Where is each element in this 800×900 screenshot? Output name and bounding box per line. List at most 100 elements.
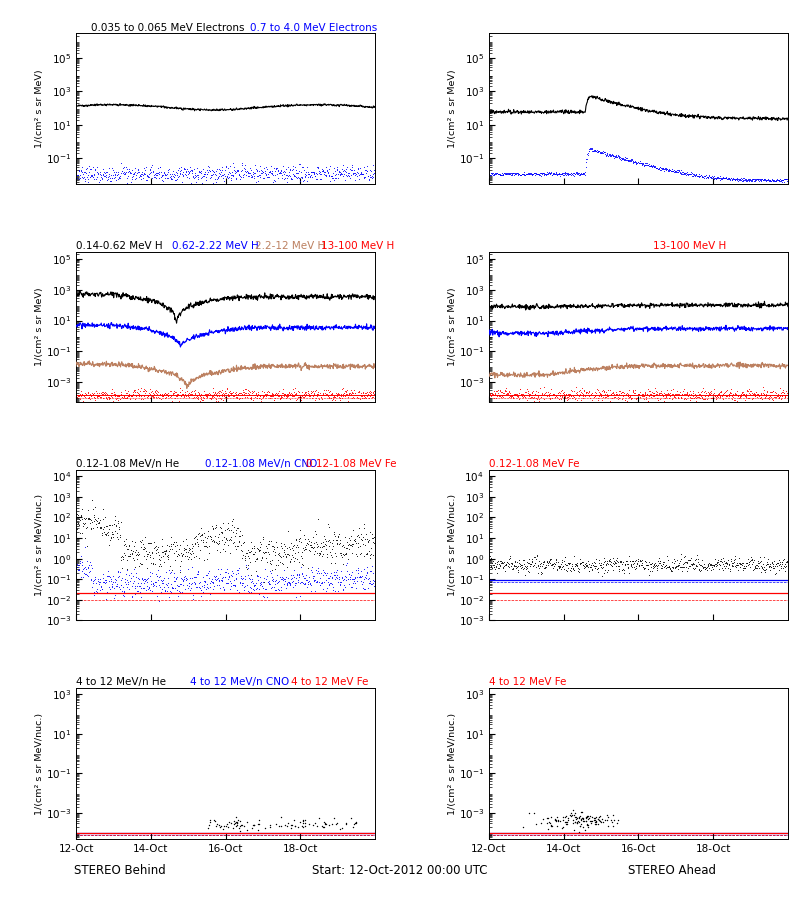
Point [654,554,667,568]
Point [187,588,200,602]
Point [511,559,524,573]
Point [282,571,294,585]
Point [701,170,714,184]
Point [637,560,650,574]
Point [543,815,556,830]
Point [179,571,192,585]
Point [781,554,794,568]
Point [246,818,259,832]
Point [556,166,569,181]
Point [781,559,794,573]
Point [514,561,527,575]
Point [231,521,244,535]
Point [358,159,370,174]
Point [182,389,194,403]
Point [280,392,293,406]
Point [310,575,322,590]
Point [341,541,354,555]
Point [714,384,727,399]
Point [220,170,233,184]
Point [222,170,235,184]
Text: STEREO Ahead: STEREO Ahead [628,864,716,877]
Point [221,562,234,576]
Point [342,394,354,409]
Point [270,388,283,402]
Point [659,390,672,404]
Point [692,390,705,404]
Point [126,172,138,186]
Point [581,558,594,572]
Point [558,166,571,181]
Point [649,555,662,570]
Point [607,554,620,569]
Point [242,382,255,397]
Point [185,166,198,180]
Point [286,548,298,562]
Point [102,569,115,583]
Point [176,165,189,179]
Point [112,521,125,535]
Point [583,141,596,156]
Point [623,554,636,569]
Point [583,556,596,571]
Point [640,557,653,572]
Point [74,167,86,182]
Point [692,169,705,184]
Point [294,389,306,403]
Point [354,570,366,584]
Point [369,579,382,593]
Point [602,388,615,402]
Point [626,153,638,167]
Point [716,388,729,402]
Point [509,554,522,568]
Point [183,545,196,560]
Point [73,510,86,525]
Point [762,552,774,566]
Point [118,391,131,405]
Point [503,390,516,404]
Point [167,573,180,588]
Point [338,385,350,400]
Point [682,167,694,182]
Point [628,155,641,169]
Point [702,561,715,575]
Point [286,389,299,403]
Point [348,815,361,830]
Point [510,388,523,402]
Point [527,166,540,180]
Point [486,561,498,575]
Point [687,557,700,572]
Point [322,165,334,179]
Point [206,574,218,589]
Point [665,164,678,178]
Point [690,389,702,403]
Point [104,388,117,402]
Point [490,391,502,405]
Point [269,386,282,400]
Point [688,387,701,401]
Point [650,557,662,572]
Point [771,172,784,186]
Point [132,165,145,179]
Point [257,589,270,603]
Point [266,389,279,403]
Point [666,161,679,176]
Point [98,168,110,183]
Point [252,384,265,399]
Point [91,572,104,586]
Point [662,163,675,177]
Point [517,165,530,179]
Point [529,166,542,181]
Point [166,536,179,551]
Point [116,164,129,178]
Point [236,572,249,586]
Point [590,816,602,831]
Point [318,575,330,590]
Point [366,531,378,545]
Point [697,392,710,406]
Point [118,538,130,553]
Point [576,555,589,570]
Point [578,559,590,573]
Point [655,384,668,399]
Point [295,566,308,580]
